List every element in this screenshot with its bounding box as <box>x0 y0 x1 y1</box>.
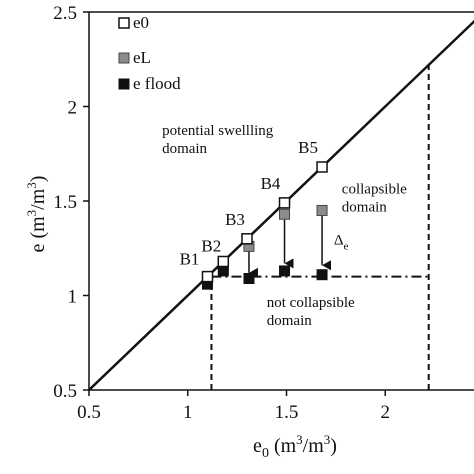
x-tick-label: 2 <box>381 402 391 423</box>
legend-label-eL: eL <box>133 48 151 67</box>
point-e0-1 <box>201 270 214 283</box>
x-axis-title: e0 (m3/m3) <box>253 432 337 461</box>
point-label-b5: B5 <box>298 138 318 157</box>
x-tick-label: 1.5 <box>275 402 299 423</box>
y-tick-label: 0.5 <box>53 381 77 402</box>
not-collapsible-label: not collapsible domain <box>267 295 355 329</box>
point-e0-3 <box>241 233 253 245</box>
point-e-flood-4 <box>279 265 291 277</box>
point-e-flood-3 <box>243 272 255 284</box>
legend-label-eflood: e flood <box>133 74 181 93</box>
collapsible-label: collapsible domain <box>342 181 407 215</box>
potential-swelling-label: potential swellling domain <box>162 123 274 157</box>
x-tick-label: 0.5 <box>77 402 101 423</box>
legend-label-e0: e0 <box>133 13 149 32</box>
point-e0-4 <box>278 197 291 209</box>
legend-marker-eflood <box>118 78 130 90</box>
y-tick-label: 1 <box>68 287 78 308</box>
point-e-flood-5 <box>316 269 328 281</box>
point-label-b1: B1 <box>180 250 200 269</box>
point-label-b3: B3 <box>225 210 245 229</box>
point-e0-5 <box>316 161 328 173</box>
point-e0-2 <box>217 255 230 268</box>
delta-e-label: Δe <box>334 232 349 252</box>
legend-marker-e0 <box>118 17 130 29</box>
point-eL-4 <box>279 208 291 220</box>
point-e-flood-2 <box>217 265 229 277</box>
legend-marker-eL <box>118 52 130 64</box>
y-axis-title: e (m3/m3) <box>24 176 49 253</box>
x-tick-label: 1 <box>183 402 193 423</box>
legend: e0 eL e flood <box>118 13 181 93</box>
y-tick-label: 1.5 <box>53 192 77 213</box>
point-label-b2: B2 <box>201 236 221 255</box>
y-tick-label: 2 <box>68 98 78 119</box>
point-eL-5 <box>316 204 328 216</box>
y-tick-label: 2.5 <box>53 3 77 24</box>
point-label-b4: B4 <box>261 174 281 193</box>
